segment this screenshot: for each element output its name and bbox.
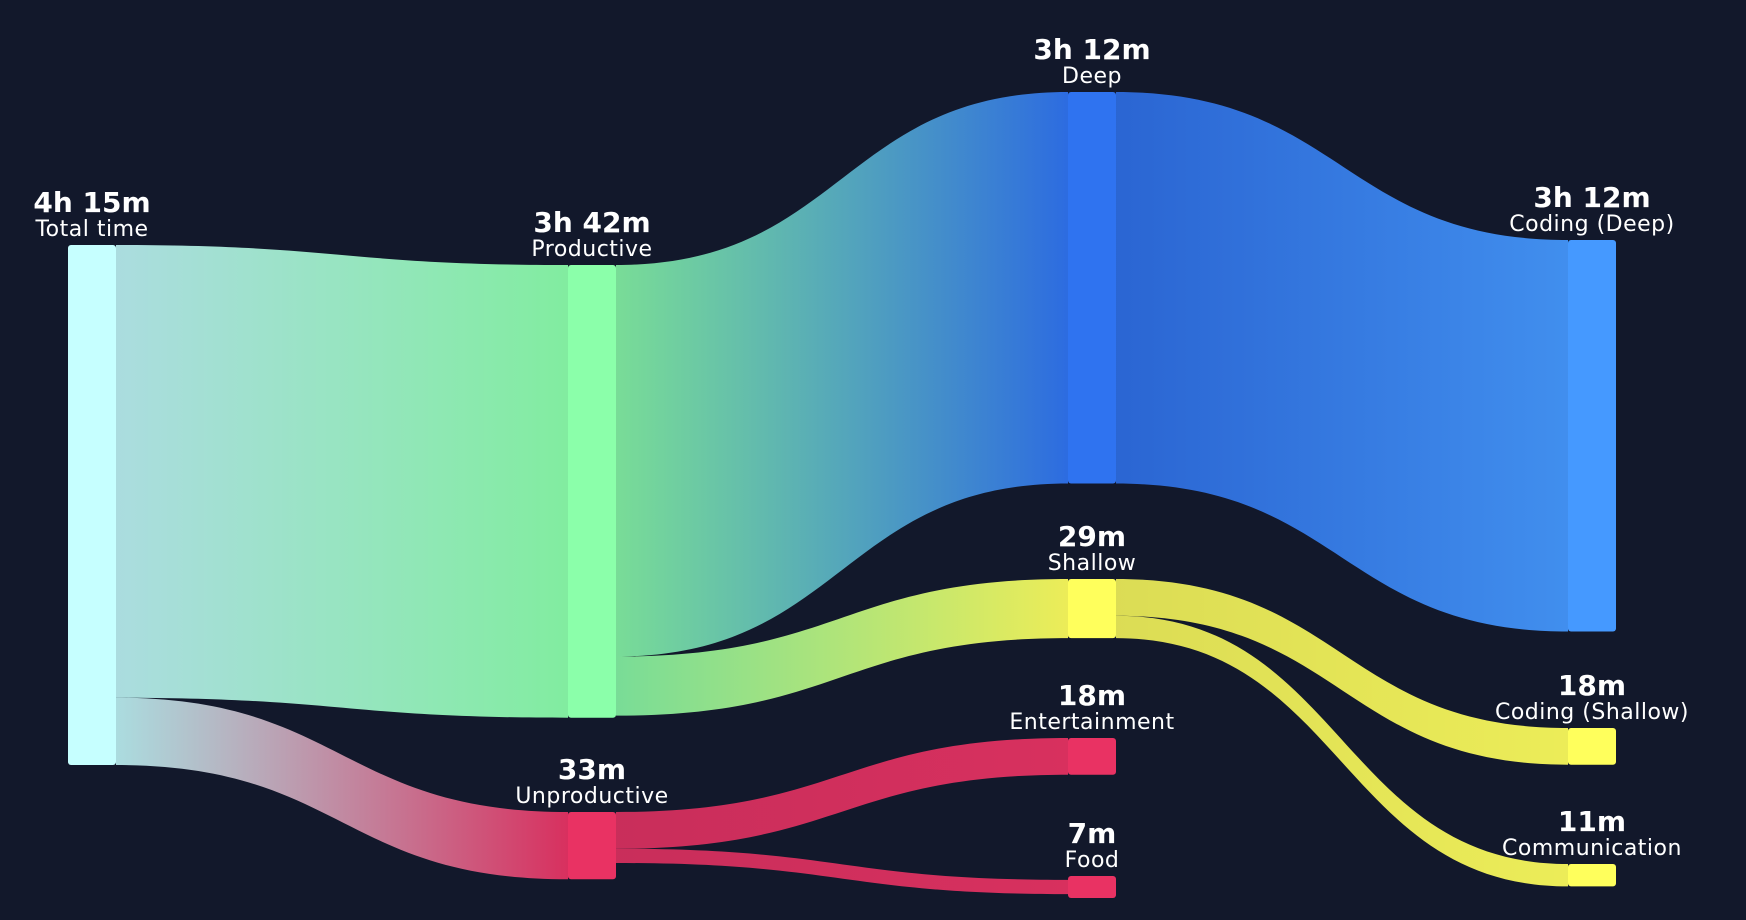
link-deep-coding_deep — [1116, 92, 1568, 632]
node-label-deep: Deep — [1062, 64, 1122, 89]
links-layer — [116, 92, 1568, 895]
node-productive[interactable] — [568, 265, 616, 718]
node-label-coding_shallow: Coding (Shallow) — [1495, 700, 1689, 725]
node-value-entertainment: 18m — [1058, 679, 1126, 712]
node-label-communication: Communication — [1502, 836, 1682, 861]
node-value-unproductive: 33m — [558, 753, 626, 786]
node-value-coding_shallow: 18m — [1558, 669, 1626, 702]
node-label-unproductive: Unproductive — [515, 784, 668, 809]
node-shallow[interactable] — [1068, 579, 1116, 639]
node-value-total: 4h 15m — [33, 186, 150, 219]
node-unproductive[interactable] — [568, 812, 616, 880]
node-coding_deep[interactable] — [1568, 240, 1616, 632]
node-entertainment[interactable] — [1068, 738, 1116, 775]
link-productive-deep — [616, 92, 1068, 657]
node-value-deep: 3h 12m — [1033, 33, 1150, 66]
node-label-productive: Productive — [531, 237, 652, 262]
link-total-productive — [116, 245, 568, 718]
node-food[interactable] — [1068, 876, 1116, 898]
link-total-unproductive — [116, 697, 568, 880]
link-unproductive-food — [616, 848, 1068, 895]
link-unproductive-entertainment — [616, 738, 1068, 849]
node-communication[interactable] — [1568, 864, 1616, 887]
node-value-productive: 3h 42m — [533, 206, 650, 239]
node-coding_shallow[interactable] — [1568, 728, 1616, 765]
nodes-layer — [68, 92, 1616, 898]
node-label-food: Food — [1065, 848, 1120, 873]
node-deep[interactable] — [1068, 92, 1116, 484]
node-label-shallow: Shallow — [1048, 551, 1137, 576]
node-value-communication: 11m — [1558, 805, 1626, 838]
node-value-food: 7m — [1068, 817, 1117, 850]
node-label-total: Total time — [34, 217, 148, 242]
node-label-entertainment: Entertainment — [1009, 710, 1174, 735]
node-value-coding_deep: 3h 12m — [1533, 181, 1650, 214]
link-shallow-coding_shallow — [1116, 579, 1568, 765]
link-productive-shallow — [616, 579, 1068, 716]
link-shallow-communication — [1116, 615, 1568, 887]
node-value-shallow: 29m — [1058, 520, 1126, 553]
node-label-coding_deep: Coding (Deep) — [1509, 212, 1674, 237]
node-total[interactable] — [68, 245, 116, 765]
